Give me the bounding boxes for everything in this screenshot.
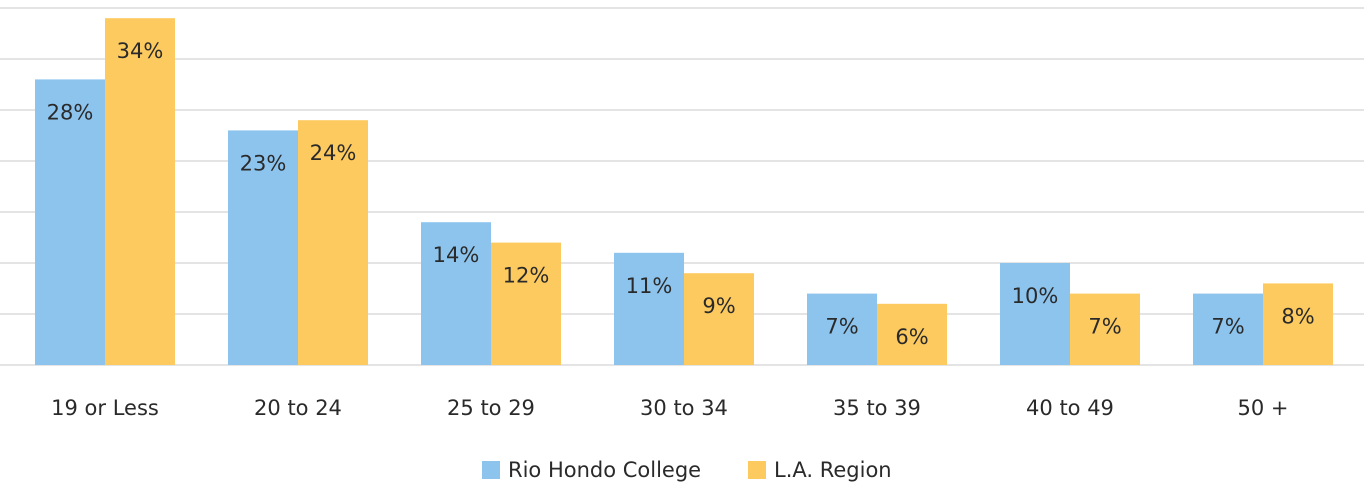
- data-label: 11%: [626, 274, 673, 298]
- data-label: 6%: [895, 325, 928, 349]
- x-tick-label: 20 to 24: [254, 396, 342, 420]
- data-label: 14%: [433, 243, 480, 267]
- bar: [491, 242, 561, 365]
- bar: [35, 79, 105, 366]
- bar: [614, 252, 684, 365]
- bar: [298, 120, 368, 365]
- legend-label: Rio Hondo College: [508, 458, 701, 482]
- data-label: 28%: [47, 100, 94, 124]
- data-label: 12%: [503, 264, 550, 288]
- data-label: 24%: [310, 141, 357, 165]
- data-label: 8%: [1281, 304, 1314, 328]
- data-label: 7%: [1088, 315, 1121, 339]
- bar: [1000, 263, 1070, 365]
- legend-swatch: [482, 461, 500, 479]
- data-label: 23%: [240, 151, 287, 175]
- bar: [1193, 293, 1263, 365]
- data-label: 10%: [1012, 284, 1059, 308]
- bar: [807, 293, 877, 365]
- bar: [421, 222, 491, 365]
- bar: [684, 273, 754, 365]
- x-tick-label: 19 or Less: [51, 396, 159, 420]
- x-tick-label: 35 to 39: [833, 396, 921, 420]
- bar: [1263, 283, 1333, 365]
- bar: [877, 303, 947, 365]
- legend-swatch: [748, 461, 766, 479]
- bar: [1070, 293, 1140, 365]
- data-label: 7%: [1211, 315, 1244, 339]
- x-tick-label: 25 to 29: [447, 396, 535, 420]
- x-tick-label: 40 to 49: [1026, 396, 1114, 420]
- x-tick-label: 30 to 34: [640, 396, 728, 420]
- data-label: 9%: [702, 294, 735, 318]
- data-label: 34%: [117, 39, 164, 63]
- legend-label: L.A. Region: [774, 458, 892, 482]
- bar: [228, 130, 298, 365]
- bar: [105, 18, 175, 365]
- data-label: 7%: [825, 315, 858, 339]
- x-tick-label: 50 +: [1238, 396, 1289, 420]
